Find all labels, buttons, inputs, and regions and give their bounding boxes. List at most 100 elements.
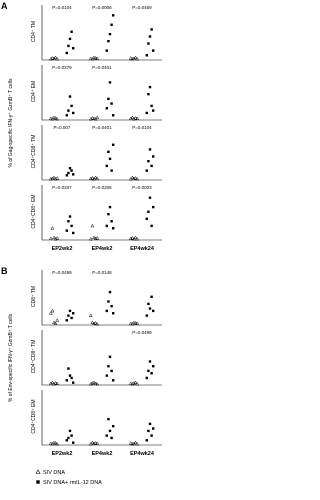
point <box>67 44 70 48</box>
point <box>67 109 70 112</box>
point <box>65 51 68 55</box>
point <box>152 309 155 313</box>
point <box>48 311 53 315</box>
point <box>53 441 58 445</box>
subplot-title: CD4⁺ EM <box>31 81 37 103</box>
point <box>145 439 148 442</box>
point <box>130 175 135 179</box>
p-value: P=0.0104 <box>132 125 152 130</box>
point <box>72 381 75 384</box>
point <box>133 176 138 180</box>
point <box>52 235 56 239</box>
subplot-title: CD4⁺ TM <box>31 21 37 42</box>
point <box>108 81 112 84</box>
p-value: P=0.0379 <box>52 65 72 70</box>
p-value: P=0.0499 <box>52 270 72 275</box>
point <box>108 205 112 209</box>
point <box>52 56 56 60</box>
p-value: P=0.007 <box>54 125 71 130</box>
point <box>147 92 150 96</box>
point <box>95 176 100 180</box>
point <box>93 321 98 325</box>
point <box>90 116 95 120</box>
point <box>72 441 75 444</box>
point <box>112 114 115 117</box>
point <box>147 42 150 45</box>
point <box>65 114 68 117</box>
point <box>65 379 68 382</box>
point <box>133 440 138 444</box>
point <box>88 236 93 241</box>
point <box>147 302 150 306</box>
point <box>65 174 68 177</box>
legend-marker <box>35 469 41 474</box>
point <box>50 56 55 60</box>
point <box>72 173 75 176</box>
point <box>150 434 153 437</box>
figure: A % of Gag-specific IFN-γ⁺ GzmB⁺ T cells E… <box>1 1 162 486</box>
point <box>90 223 95 228</box>
point <box>70 104 73 108</box>
point <box>135 116 140 120</box>
point <box>68 215 72 218</box>
point <box>55 176 60 180</box>
point <box>52 440 56 444</box>
point <box>107 300 110 303</box>
point <box>65 439 68 442</box>
point <box>107 150 110 153</box>
legend-label: SIV DNA+ rmIL-12 DNA <box>43 480 102 486</box>
point <box>55 318 60 322</box>
x-tick-label: EP4wk24 <box>130 451 155 457</box>
point <box>150 164 153 168</box>
point <box>88 116 93 121</box>
point <box>128 56 133 60</box>
point <box>132 116 136 121</box>
point <box>145 169 148 172</box>
point <box>147 210 150 213</box>
point <box>112 14 115 17</box>
point <box>110 220 113 223</box>
point <box>148 307 152 310</box>
point <box>110 305 113 308</box>
point <box>53 381 58 385</box>
point <box>50 176 55 180</box>
point <box>148 360 152 363</box>
p-value: P=0.0148 <box>92 270 112 275</box>
point <box>112 312 115 315</box>
point <box>110 369 113 373</box>
point <box>48 381 53 385</box>
point <box>72 111 75 115</box>
x-tick-label: EP4wk2 <box>92 451 113 457</box>
point <box>48 56 53 61</box>
point <box>150 224 153 228</box>
point <box>133 116 138 120</box>
point <box>90 320 95 324</box>
p-value: P=0.0207 <box>52 185 72 190</box>
point <box>55 56 60 61</box>
point <box>132 56 136 60</box>
point <box>93 441 98 445</box>
subplot-title: CD4⁺CD8⁺ TM <box>31 340 37 374</box>
point <box>112 227 115 230</box>
p-value: P=0.0401 <box>92 125 112 130</box>
axis <box>41 270 162 326</box>
point <box>148 148 152 151</box>
point <box>148 85 152 89</box>
point <box>105 309 108 313</box>
point <box>53 321 58 325</box>
point <box>105 224 108 228</box>
point <box>107 417 110 421</box>
point <box>52 381 56 386</box>
point <box>95 381 100 386</box>
point <box>95 56 100 60</box>
point <box>145 111 148 115</box>
point <box>112 425 115 428</box>
point <box>68 167 72 170</box>
point <box>150 295 153 298</box>
point <box>135 236 140 241</box>
point <box>112 379 115 382</box>
point <box>105 107 108 110</box>
point <box>152 155 155 158</box>
point <box>132 320 136 324</box>
point <box>150 104 153 108</box>
